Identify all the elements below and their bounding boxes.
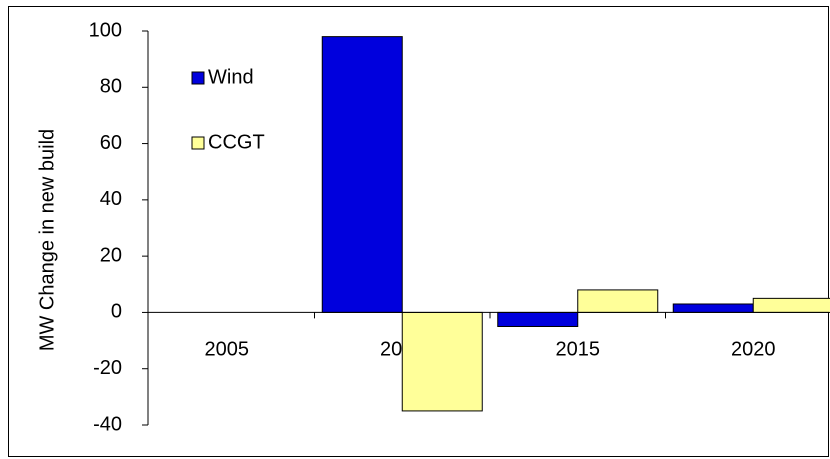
bar	[401, 311, 483, 412]
legend-swatch	[191, 136, 205, 150]
y-tick-label: -20	[93, 357, 122, 379]
bar	[321, 36, 403, 313]
y-tick-label: 80	[100, 76, 122, 98]
x-tick-label: 2015	[556, 339, 601, 361]
legend-swatch	[191, 71, 205, 85]
y-tick-label: 20	[100, 244, 122, 266]
x-tick-label: 2020	[731, 339, 776, 361]
legend-label: Wind	[208, 66, 254, 88]
legend-label: CCGT	[208, 131, 265, 153]
y-tick-label: 40	[100, 188, 122, 210]
y-tick-label: 60	[100, 132, 122, 154]
bar	[672, 303, 754, 313]
y-tick-label: 0	[111, 301, 122, 323]
bar	[497, 311, 579, 327]
bar	[577, 289, 659, 313]
y-tick-label: -40	[93, 413, 122, 435]
x-tick-label: 2005	[205, 339, 250, 361]
y-tick-label: 100	[89, 19, 122, 41]
bar	[752, 297, 830, 313]
y-axis-title: MW Change in new build	[36, 129, 58, 351]
